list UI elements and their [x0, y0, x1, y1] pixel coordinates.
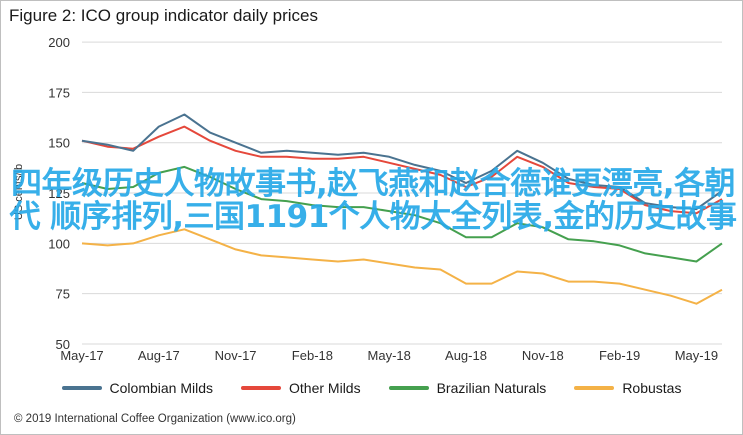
legend-label: Other Milds: [289, 380, 361, 396]
y-tick-label: 50: [56, 337, 70, 352]
legend-label: Brazilian Naturals: [436, 380, 547, 396]
x-tick-label: Aug-18: [445, 348, 487, 363]
y-tick-label: 150: [48, 136, 70, 151]
gridlines: [82, 41, 722, 345]
legend-item-robustas[interactable]: Robustas: [574, 380, 681, 396]
legend: Colombian Milds Other Milds Brazilian Na…: [0, 380, 743, 396]
series-line-other-milds: [81, 125, 723, 215]
x-tick-label: Nov-17: [215, 348, 257, 363]
legend-swatch: [574, 386, 615, 390]
legend-item-brazilian-naturals[interactable]: Brazilian Naturals: [388, 380, 547, 396]
legend-label: Robustas: [622, 380, 682, 396]
y-axis-label: US cents/lb: [13, 164, 25, 220]
x-tick-label: May-19: [675, 348, 718, 363]
series-lines: [81, 113, 723, 305]
y-tick-label: 200: [48, 35, 70, 50]
legend-swatch: [241, 386, 282, 390]
legend-swatch: [388, 386, 429, 390]
legend-swatch: [61, 386, 102, 390]
legend-label: Colombian Milds: [109, 380, 214, 396]
source-note: © 2019 International Coffee Organization…: [14, 413, 296, 425]
x-axis-ticks: May-17 Aug-17 Nov-17 Feb-18 May-18 Aug-18 Nov-…: [60, 348, 718, 363]
legend-item-other-milds[interactable]: Other Milds: [241, 380, 361, 396]
series-line-brazilian-naturals: [81, 165, 723, 263]
x-tick-label: Feb-18: [292, 348, 333, 363]
y-tick-label: 75: [56, 287, 70, 302]
legend-item-colombian-milds[interactable]: Colombian Milds: [61, 380, 214, 396]
x-tick-label: Feb-19: [599, 348, 640, 363]
series-line-colombian-milds: [81, 113, 723, 211]
x-tick-label: Nov-18: [522, 348, 564, 363]
x-tick-label: May-17: [60, 348, 103, 363]
x-tick-label: May-18: [368, 348, 411, 363]
series-line-robustas: [81, 228, 723, 305]
y-axis-ticks: 50 75 100 125 150 175 200: [48, 35, 70, 352]
y-tick-label: 100: [48, 236, 70, 251]
y-tick-label: 125: [48, 186, 70, 201]
x-tick-label: Aug-17: [138, 348, 180, 363]
chart-title: Figure 2: ICO group indicator daily pric…: [9, 6, 318, 25]
y-tick-label: 175: [48, 85, 70, 100]
